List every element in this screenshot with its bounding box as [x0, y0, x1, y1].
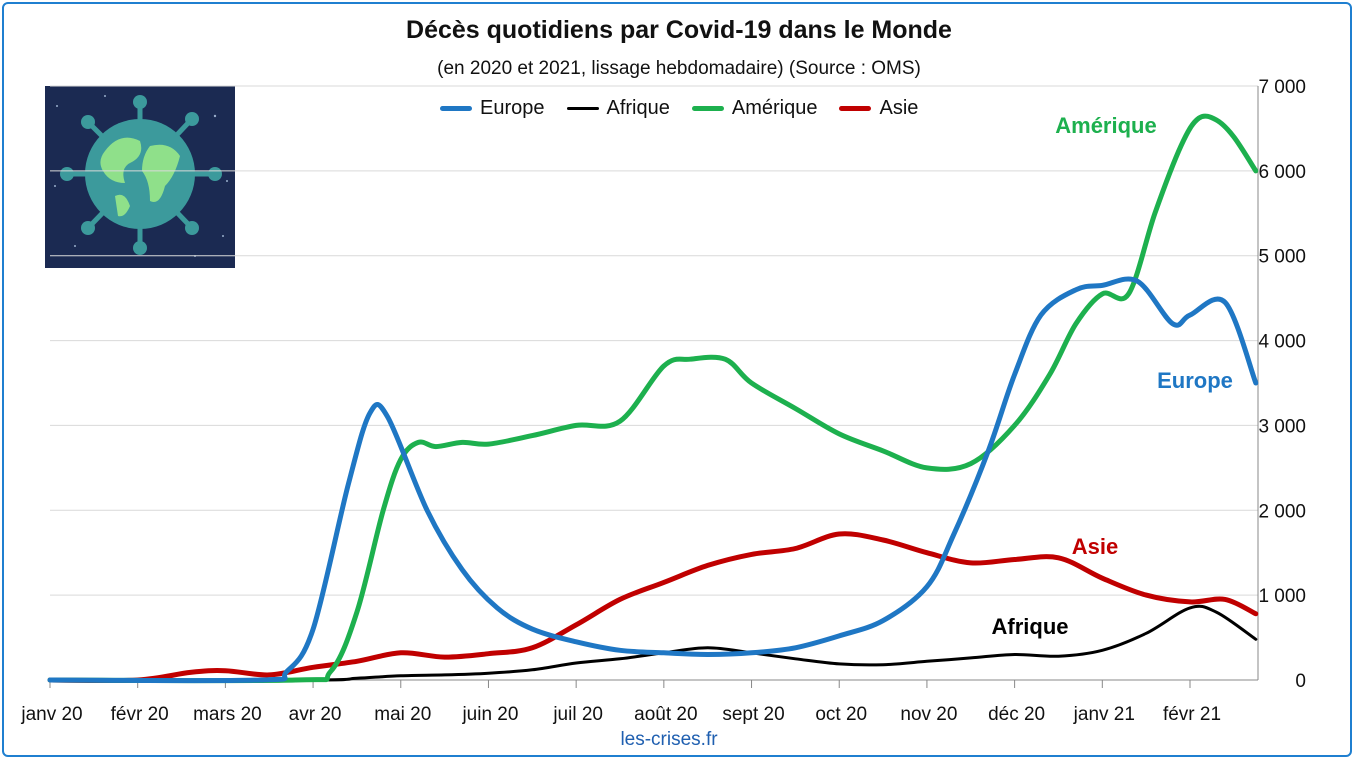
legend-label-afrique: Afrique: [606, 97, 670, 119]
x-tick-label: avr 20: [289, 704, 342, 725]
legend-swatch-asie: [839, 106, 872, 111]
legend-item-asie: Asie: [839, 97, 918, 120]
chart-subtitle: (en 2020 et 2021, lissage hebdomadaire) …: [437, 58, 921, 79]
series-line-europe: [47, 276, 1259, 684]
legend-swatch-amerique: [691, 106, 724, 111]
legend-item-afrique: Afrique: [566, 97, 670, 120]
series-annotation-afrique: Afrique: [992, 614, 1069, 639]
y-tick-label: 0: [1295, 671, 1306, 692]
legend-swatch-afrique: [566, 107, 599, 110]
x-tick-label: mai 20: [374, 704, 431, 725]
x-tick-label: janv 20: [20, 704, 82, 725]
legend-swatch-europe: [440, 106, 472, 111]
y-tick-label: 7 000: [1258, 77, 1306, 98]
virus-globe-image: [45, 86, 235, 268]
y-tick-label: 4 000: [1258, 332, 1306, 353]
series-line-asie: [47, 531, 1259, 684]
x-tick-label: févr 20: [111, 704, 169, 725]
y-tick-label: 1 000: [1258, 586, 1306, 607]
series-annotation-amerique: Amérique: [1055, 113, 1156, 138]
y-tick-label: 6 000: [1258, 162, 1306, 183]
legend-label-amerique: Amérique: [731, 97, 818, 119]
y-tick-label: 3 000: [1258, 416, 1306, 437]
x-tick-label: août 20: [634, 704, 697, 725]
source-label: les-crises.fr: [620, 729, 718, 750]
legend-label-asie: Asie: [879, 97, 919, 119]
legend-item-amerique: Amérique: [691, 97, 818, 120]
x-tick-label: févr 21: [1163, 704, 1221, 725]
x-tick-label: déc 20: [988, 704, 1045, 725]
y-tick-label: 2 000: [1258, 501, 1306, 522]
series-annotation-asie: Asie: [1072, 534, 1118, 559]
x-tick-label: nov 20: [900, 704, 957, 725]
series-annotation-europe: Europe: [1157, 368, 1233, 393]
x-tick-label: mars 20: [193, 704, 262, 725]
legend-item-europe: Europe: [440, 97, 545, 120]
x-tick-label: juil 20: [552, 704, 603, 725]
legend: Europe Afrique Amérique Asie: [440, 97, 918, 120]
x-tick-label: oct 20: [815, 704, 867, 725]
x-tick-label: sept 20: [722, 704, 784, 725]
legend-label-europe: Europe: [480, 97, 545, 119]
y-tick-label: 5 000: [1258, 247, 1306, 268]
x-tick-label: juin 20: [461, 704, 518, 725]
x-tick-label: janv 21: [1073, 704, 1135, 725]
chart-title: Décès quotidiens par Covid-19 dans le Mo…: [406, 16, 952, 44]
series-line-amerique: [47, 113, 1259, 684]
